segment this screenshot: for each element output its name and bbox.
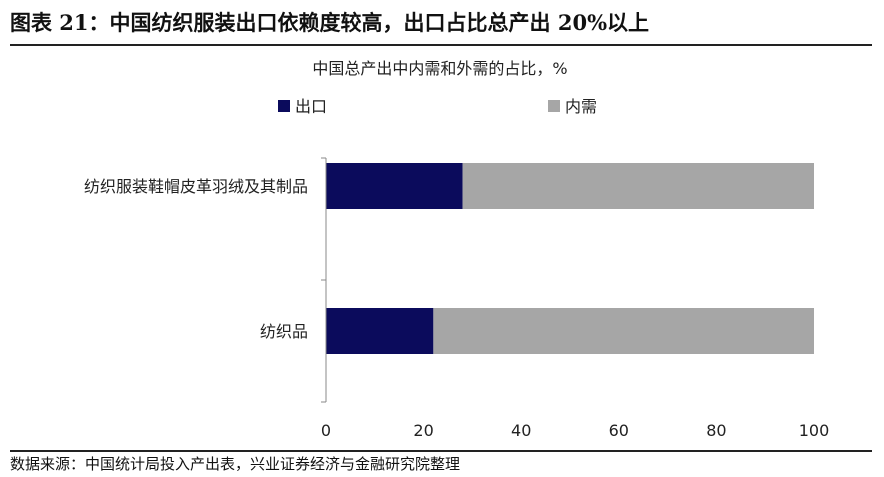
x-tick-label-1: 20 xyxy=(413,421,433,440)
stacked-bar-chart: 中国总产出中内需和外需的占比，% 出口 内需 纺织服装鞋帽皮革羽绒及其制品纺织品… xyxy=(84,59,830,440)
source-divider xyxy=(10,450,872,452)
source-note: 数据来源：中国统计局投入产出表，兴业证券经济与金融研究院整理 xyxy=(10,455,461,473)
legend-label-export: 出口 xyxy=(295,97,327,116)
bar-domestic-1 xyxy=(433,308,814,354)
bar-export-0 xyxy=(326,163,463,209)
x-tick-label-0: 0 xyxy=(321,421,331,440)
bar-domestic-0 xyxy=(462,163,814,209)
title-divider xyxy=(10,44,872,46)
figure-title: 图表 21：中国纺织服装出口依赖度较高，出口占比总产出 20%以上 xyxy=(10,10,650,35)
category-label-0: 纺织服装鞋帽皮革羽绒及其制品 xyxy=(84,177,308,196)
x-tick-label-5: 100 xyxy=(799,421,830,440)
x-tick-label-4: 80 xyxy=(706,421,726,440)
bar-export-1 xyxy=(326,308,434,354)
x-tick-label-2: 40 xyxy=(511,421,531,440)
legend-label-domestic: 内需 xyxy=(565,97,597,116)
legend-swatch-domestic xyxy=(548,100,560,112)
x-tick-label-3: 60 xyxy=(609,421,629,440)
legend-swatch-export xyxy=(278,100,290,112)
legend: 出口 内需 xyxy=(278,97,597,116)
category-label-1: 纺织品 xyxy=(260,322,308,341)
chart-title: 中国总产出中内需和外需的占比，% xyxy=(312,59,567,78)
